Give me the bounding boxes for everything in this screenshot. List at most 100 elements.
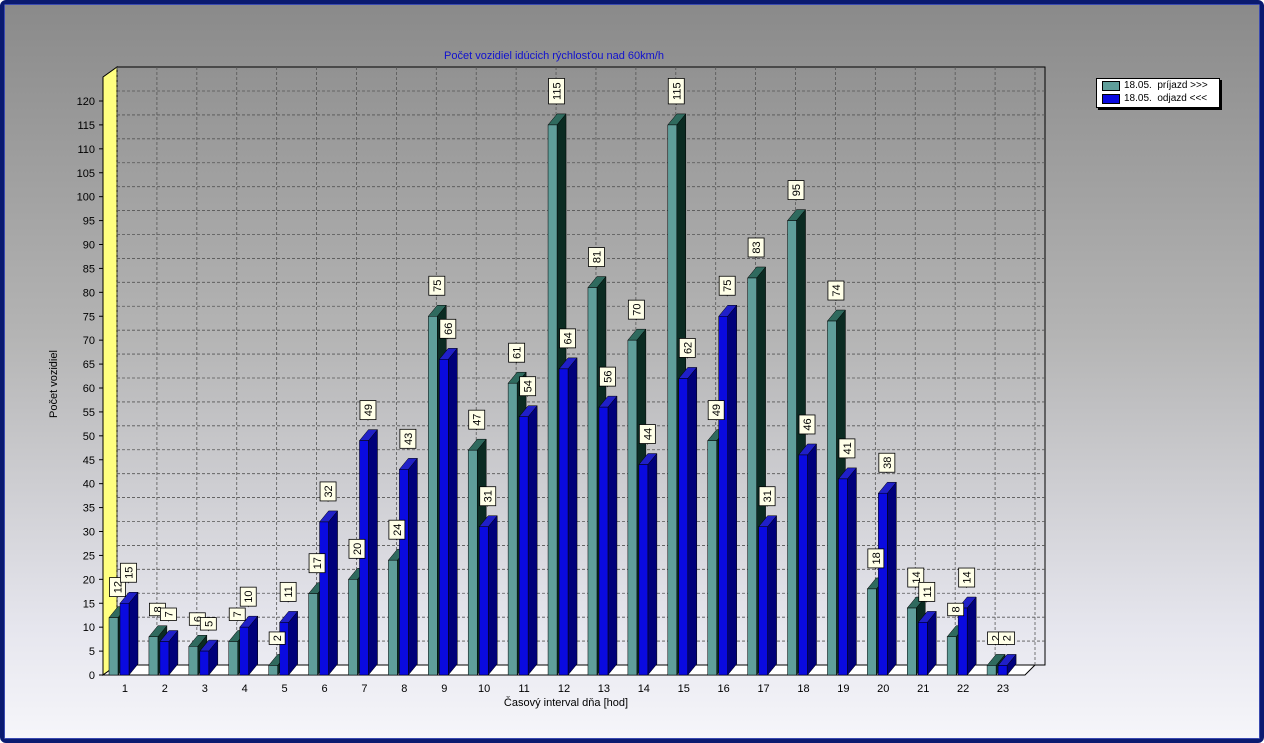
legend-label-departure: 18.05. odjazd <<< (1124, 93, 1208, 104)
data-label-box (958, 567, 976, 588)
y-tick-label: 60 (83, 383, 95, 395)
y-tick-label: 50 (83, 431, 95, 443)
bar-departure (398, 457, 418, 676)
bar-departure (638, 452, 658, 676)
data-label-departure: 66 (439, 318, 457, 340)
data-label-box (599, 366, 616, 387)
data-label-text: 75 (722, 280, 734, 292)
legend-swatch-arrival (1102, 80, 1120, 91)
bar-front (188, 646, 199, 676)
bar-front (707, 440, 717, 676)
data-label-arrival: 74 (827, 280, 845, 302)
data-label-text: 2 (272, 635, 284, 641)
bar-departure (678, 366, 698, 676)
bar-front (907, 607, 917, 676)
bar-front (838, 478, 848, 676)
x-tick-label: 5 (282, 683, 288, 695)
bar-departure (319, 510, 339, 676)
legend: 18.05. príjazd >>> 18.05. odjazd <<< (1096, 78, 1220, 108)
y-tick-label: 0 (89, 670, 95, 682)
data-label-text: 24 (392, 524, 404, 536)
data-label-departure: 54 (519, 376, 537, 397)
data-label-text: 38 (882, 457, 894, 469)
y-tick-label: 105 (77, 168, 95, 180)
y-tick-label: 45 (83, 455, 95, 467)
data-label-box (228, 607, 246, 621)
bar-departure (718, 304, 738, 676)
y-tick-label: 55 (83, 407, 95, 419)
grid-lines (116, 67, 1045, 665)
data-label-arrival: 49 (707, 400, 725, 421)
bar-front (268, 665, 278, 676)
legend-item-departure: 18.05. odjazd <<< (1097, 92, 1219, 105)
x-tick-label: 17 (757, 683, 769, 695)
data-label-box (678, 338, 696, 358)
data-label-text: 7 (232, 611, 244, 617)
x-tick-label: 16 (718, 683, 730, 695)
y-tick-label: 5 (89, 646, 95, 658)
bar-chart: 0510152025303540455055606570758085909510… (48, 50, 1046, 709)
bar-departure (877, 481, 897, 676)
y-tick-label: 30 (83, 527, 95, 539)
data-label-text: 5 (203, 621, 215, 627)
data-label-departure: 62 (678, 338, 696, 359)
x-tick-label: 2 (162, 683, 168, 695)
data-label-text: 66 (443, 323, 455, 335)
y-tick-label: 35 (83, 503, 95, 515)
data-label-departure: 75 (718, 275, 736, 297)
data-label-box (428, 275, 446, 296)
bar-front (678, 378, 689, 676)
bar-front (798, 454, 808, 676)
data-label-box (918, 581, 936, 602)
bar-side (368, 428, 378, 676)
x-tick-label: 3 (202, 683, 208, 695)
x-tick-label: 8 (401, 683, 407, 695)
data-label-text: 31 (483, 490, 495, 502)
x-tick-label: 21 (917, 683, 929, 695)
data-label-box (120, 562, 137, 583)
data-label-text: 54 (523, 380, 535, 392)
data-label-departure: 38 (878, 452, 896, 474)
data-label-departure: 11 (918, 581, 936, 603)
data-label-text: 8 (951, 606, 963, 612)
bar-front (867, 588, 877, 676)
data-label-box (548, 78, 565, 105)
bar-front (467, 449, 478, 676)
x-tick-label: 19 (837, 683, 849, 695)
data-label-box (199, 617, 217, 631)
x-tick-label: 12 (558, 683, 570, 695)
bar-front (787, 220, 797, 676)
bar-front (518, 416, 529, 676)
data-label-departure: 44 (638, 424, 656, 445)
bar-front (439, 359, 449, 676)
bar-side (607, 395, 618, 676)
y-tick-label: 65 (83, 359, 95, 371)
data-label-arrival: 61 (508, 342, 526, 364)
bar-departure (997, 653, 1017, 676)
data-label-box (718, 275, 736, 296)
data-label-text: 44 (642, 428, 654, 440)
bar-departure (797, 443, 818, 676)
bar-side (966, 596, 977, 676)
bar-front (478, 526, 489, 676)
data-label-text: 115 (552, 82, 564, 100)
bar-side (487, 515, 498, 676)
bar-departure (837, 467, 857, 676)
y-tick-label: 15 (83, 598, 95, 610)
bar-front (558, 368, 569, 676)
bar-side (767, 515, 777, 676)
data-label-departure: 49 (359, 400, 377, 421)
data-label-arrival: 18 (867, 548, 885, 569)
back-wall (116, 66, 1046, 666)
bar-front (319, 521, 329, 676)
data-label-arrival: 8 (947, 602, 965, 617)
bars (108, 113, 1017, 676)
x-tick-label: 4 (242, 683, 248, 695)
data-label-text: 32 (323, 485, 335, 497)
bar-side (448, 347, 458, 676)
data-label-departure: 56 (599, 366, 616, 388)
bar-front (148, 636, 159, 676)
bar-side (887, 481, 897, 676)
data-label-text: 11 (922, 586, 934, 597)
bar-front (159, 641, 170, 676)
